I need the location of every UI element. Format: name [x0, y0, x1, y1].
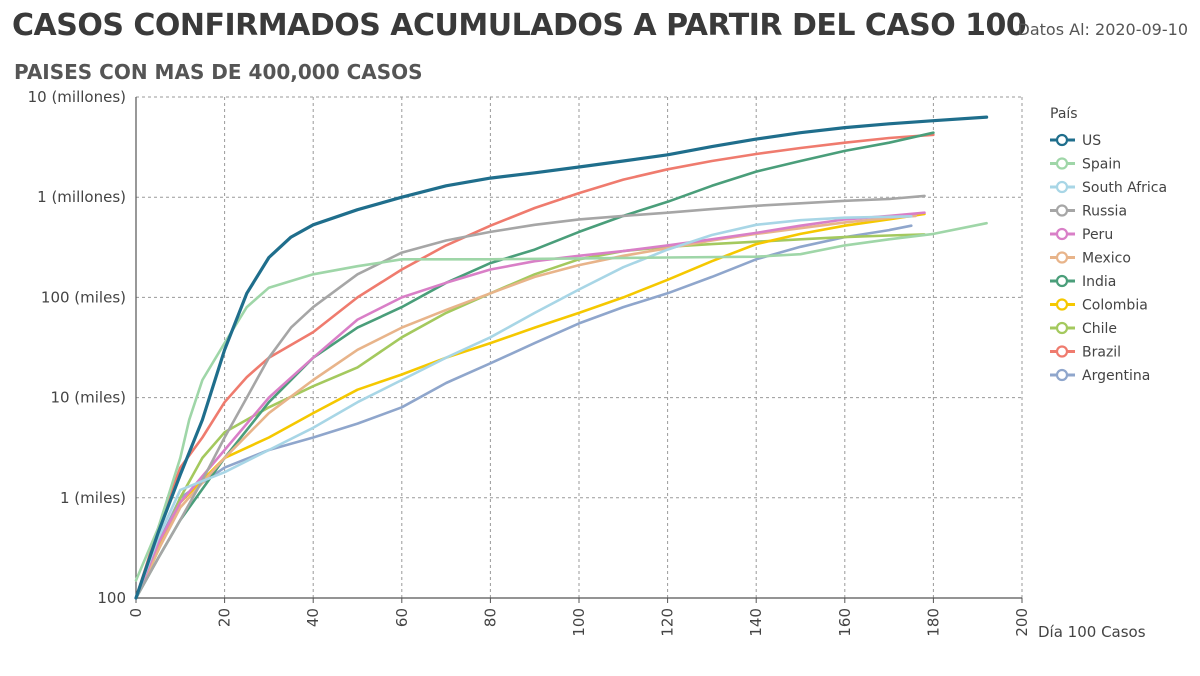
x-tick-label: 80: [481, 608, 499, 627]
legend-marker: [1055, 321, 1069, 335]
legend-label: Mexico: [1082, 251, 1131, 267]
legend-marker: [1055, 204, 1069, 217]
x-tick-label: 120: [659, 608, 677, 637]
legend-item-colombia[interactable]: Colombia: [1050, 298, 1148, 314]
series-line-mexico: [134, 214, 917, 600]
chart-subtitle: PAISES CON MAS DE 400,000 CASOS: [14, 60, 423, 84]
legend-marker: [1055, 298, 1069, 311]
x-tick-label: 60: [393, 608, 411, 627]
legend-title: País: [1050, 106, 1078, 122]
y-tick-label: 10 (miles): [50, 389, 126, 407]
y-tick-label: 10 (millones): [28, 88, 126, 106]
legend-marker: [1055, 133, 1069, 147]
series-line-argentina: [134, 224, 913, 600]
legend-label: South Africa: [1082, 180, 1167, 196]
x-tick-label: 200: [1013, 608, 1031, 637]
y-tick-label: 1 (millones): [37, 188, 126, 206]
legend-marker: [1055, 274, 1069, 288]
legend-label: Colombia: [1082, 298, 1148, 314]
legend-item-brazil[interactable]: Brazil: [1050, 345, 1121, 361]
series-line-colombia: [134, 212, 926, 600]
series-layer: [134, 115, 989, 600]
legend-item-mexico[interactable]: Mexico: [1050, 251, 1131, 267]
grid-lines: [136, 96, 1023, 598]
legend-item-russia[interactable]: Russia: [1050, 204, 1127, 220]
legend-marker: [1055, 180, 1069, 194]
legend-marker: [1055, 368, 1069, 382]
chart-title: CASOS CONFIRMADOS ACUMULADOS A PARTIR DE…: [12, 8, 1027, 43]
x-tick-label: 100: [570, 608, 588, 637]
legend-item-us[interactable]: US: [1050, 133, 1101, 149]
legend-item-chile[interactable]: Chile: [1050, 321, 1117, 337]
series-line-russia: [134, 194, 926, 600]
x-tick-label: 40: [304, 608, 322, 627]
legend-item-india[interactable]: India: [1050, 274, 1116, 290]
y-tick-label: 1 (miles): [60, 489, 126, 507]
x-tick-label: 140: [747, 608, 765, 637]
legend-marker: [1055, 251, 1069, 264]
legend-label: Peru: [1082, 227, 1113, 243]
x-tick-label: 0: [127, 608, 145, 618]
legend-label: Chile: [1082, 321, 1117, 337]
y-tick-label: 100 (miles): [41, 288, 126, 306]
legend-label: Spain: [1082, 157, 1121, 173]
y-tick-label: 100: [97, 589, 126, 607]
legend-item-south-africa[interactable]: South Africa: [1050, 180, 1167, 196]
x-tick-label: 160: [836, 608, 854, 637]
data-date-label: Datos Al: 2020-09-10: [1017, 20, 1188, 39]
x-tick-label: 180: [924, 608, 942, 637]
legend-label: US: [1082, 133, 1101, 149]
legend-item-spain[interactable]: Spain: [1050, 157, 1121, 173]
legend-label: Argentina: [1082, 368, 1150, 384]
axes: 0 20 40 60 80 100 120 140 160 180 200 100 1 (miles) 1…: [28, 88, 1146, 641]
legend-marker: [1055, 345, 1069, 358]
legend-marker: [1055, 227, 1069, 241]
legend-label: Russia: [1082, 204, 1127, 220]
series-line-peru: [134, 211, 926, 600]
x-axis-title: Día 100 Casos: [1038, 623, 1146, 641]
series-line-us: [134, 115, 989, 600]
legend-item-peru[interactable]: Peru: [1050, 227, 1113, 243]
legend-label: India: [1082, 274, 1116, 290]
x-tick-label: 20: [216, 608, 234, 627]
series-line-spain: [134, 221, 988, 582]
legend-marker: [1055, 157, 1069, 170]
series-line-brazil: [134, 133, 935, 600]
legend-label: Brazil: [1082, 345, 1121, 361]
series-line-south-africa: [134, 215, 913, 600]
legend-item-argentina[interactable]: Argentina: [1050, 368, 1150, 384]
